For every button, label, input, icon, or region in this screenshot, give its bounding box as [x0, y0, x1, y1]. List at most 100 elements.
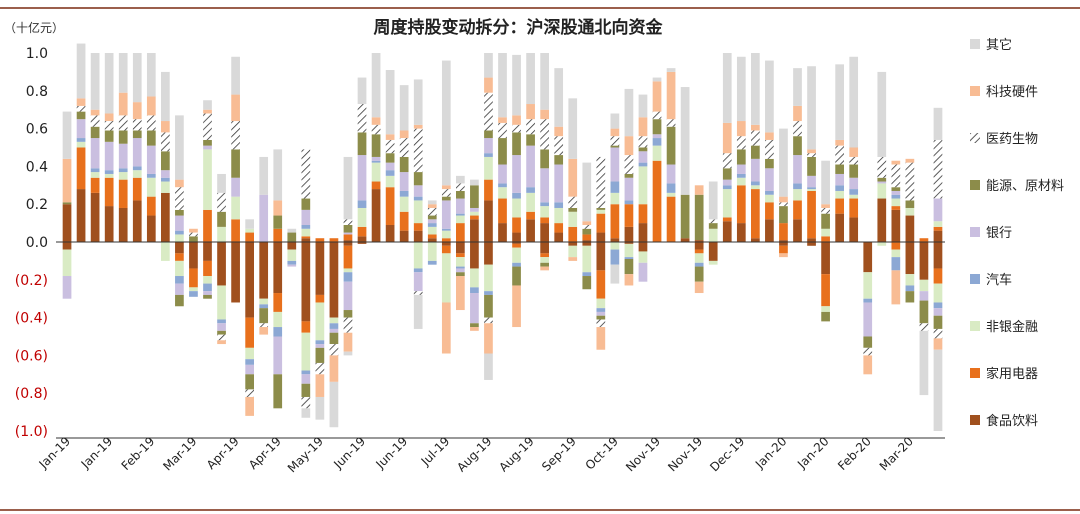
bar-segment: [849, 156, 859, 165]
bar-segment: [652, 77, 662, 82]
bar-segment: [512, 132, 521, 156]
bar-segment: [666, 71, 676, 120]
bar-segment: [301, 236, 311, 239]
bar-segment: [540, 109, 549, 120]
bar-segment: [526, 134, 535, 146]
bar-segment: [821, 160, 830, 205]
bar-segment: [835, 164, 844, 174]
legend-swatch: [970, 39, 980, 49]
bar-segment: [708, 181, 718, 220]
bar-segment: [456, 223, 465, 242]
bar-segment: [540, 206, 549, 218]
bar-segment: [118, 168, 128, 173]
bar-segment: [638, 242, 648, 252]
bar-segment: [189, 291, 198, 297]
bar-segment: [540, 168, 549, 203]
bar-segment: [722, 179, 732, 186]
bar-segment: [736, 223, 746, 242]
bar-segment: [736, 185, 746, 224]
bar-segment: [624, 88, 634, 137]
bar-segment: [779, 242, 788, 246]
bar-segment: [203, 145, 212, 150]
bar-segment: [175, 260, 184, 277]
week-bar: [189, 228, 198, 297]
bar-segment: [484, 92, 493, 131]
bar-segment: [287, 249, 297, 261]
bar-segment: [456, 215, 465, 224]
bar-segment: [427, 207, 437, 216]
bar-segment: [259, 242, 269, 299]
bar-segment: [793, 136, 802, 156]
bar-segment: [245, 396, 254, 416]
bar-segment: [357, 226, 367, 237]
y-tick-label: (0.8): [15, 386, 48, 402]
bar-segment: [175, 115, 184, 180]
bar-segment: [315, 396, 325, 420]
bar-segment: [231, 196, 240, 220]
bar-segment: [736, 121, 746, 137]
bar-segment: [624, 204, 634, 227]
bar-segment: [498, 53, 507, 118]
week-bar: [835, 64, 844, 242]
bar-segment: [694, 194, 704, 241]
bar-segment: [484, 323, 493, 354]
bar-segment: [301, 374, 311, 384]
week-bar: [638, 94, 648, 282]
bar-segment: [441, 228, 451, 231]
bar-segment: [76, 43, 86, 99]
bar-segment: [329, 238, 339, 242]
week-bar: [821, 160, 830, 322]
bar-segment: [793, 189, 802, 201]
bar-segment: [441, 189, 451, 197]
bar-segment: [484, 200, 493, 242]
bar-segment: [470, 179, 479, 186]
bar-segment: [638, 151, 648, 163]
bar-segment: [765, 132, 774, 140]
bar-segment: [652, 111, 662, 120]
bar-segment: [610, 136, 620, 146]
bar-segment: [413, 172, 423, 186]
bar-segment: [793, 200, 802, 220]
bar-segment: [146, 145, 156, 174]
bar-segment: [132, 53, 142, 103]
bar-segment: [736, 173, 746, 178]
bar-segment: [399, 172, 409, 191]
bar-segment: [315, 340, 325, 345]
bar-segment: [694, 253, 704, 263]
bar-segment: [708, 228, 718, 242]
bar-segment: [132, 166, 142, 171]
bar-segment: [161, 242, 170, 261]
bar-segment: [245, 228, 254, 233]
bar-segment: [413, 200, 423, 224]
bar-segment: [343, 281, 353, 311]
bar-segment: [779, 196, 788, 203]
bar-segment: [456, 276, 465, 311]
bar-segment: [582, 228, 592, 235]
bar-segment: [484, 130, 493, 139]
bar-segment: [891, 198, 901, 207]
bar-segment: [596, 207, 606, 210]
bar-segment: [217, 192, 226, 212]
bar-segment: [554, 223, 564, 233]
bar-segment: [104, 177, 114, 207]
bar-segment: [666, 119, 676, 127]
bar-segment: [596, 209, 606, 214]
bar-segment: [357, 77, 367, 105]
bar-segment: [568, 196, 578, 208]
bar-segment: [568, 242, 578, 246]
bar-segment: [610, 147, 620, 182]
bar-segment: [203, 242, 212, 261]
bar-segment: [877, 156, 887, 178]
bar-segment: [905, 291, 915, 303]
bar-segment: [596, 319, 606, 328]
week-bar: [259, 156, 269, 335]
bar-segment: [104, 170, 114, 174]
bar-segment: [161, 177, 170, 182]
bar-segment: [666, 183, 676, 193]
bar-segment: [891, 187, 901, 191]
bar-segment: [161, 121, 170, 133]
bar-segment: [343, 242, 353, 246]
bar-segment: [751, 185, 760, 190]
bar-segment: [441, 60, 451, 186]
week-bar: [357, 77, 367, 244]
